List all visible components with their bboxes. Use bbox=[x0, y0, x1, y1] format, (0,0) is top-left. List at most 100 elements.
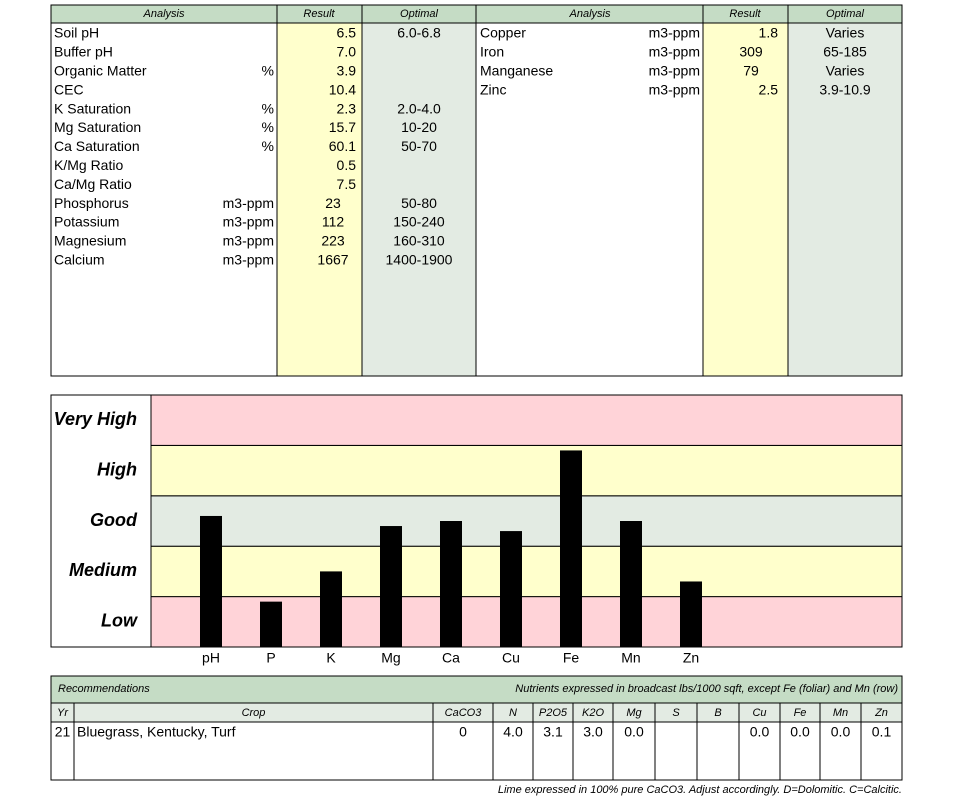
analysis-name: Zinc bbox=[480, 81, 506, 97]
result: 7.5 bbox=[337, 176, 357, 192]
unit: % bbox=[262, 138, 274, 154]
rec-cell: 0.1 bbox=[872, 724, 892, 740]
footer: Lime expressed in 100% pure CaCO3. Adjus… bbox=[498, 784, 902, 796]
rec-header: Yr bbox=[57, 707, 69, 719]
column-header: Optimal bbox=[826, 8, 864, 20]
level-band bbox=[150, 495, 903, 547]
level-band bbox=[150, 394, 903, 446]
level-label: Good bbox=[90, 510, 138, 530]
rec-header: Crop bbox=[242, 707, 266, 719]
analysis-name: Organic Matter bbox=[54, 63, 147, 79]
optimal-col-bg bbox=[362, 23, 476, 376]
result-col-bg bbox=[703, 23, 788, 376]
column-header: Result bbox=[303, 8, 335, 20]
result: 0.5 bbox=[337, 157, 357, 173]
rec-header: Cu bbox=[752, 707, 766, 719]
optimal-col-bg bbox=[788, 23, 902, 376]
rec-cell: 3.0 bbox=[583, 724, 603, 740]
result: 1.8 bbox=[759, 25, 779, 41]
optimal: 50-80 bbox=[401, 195, 437, 211]
x-tick-label: P bbox=[266, 650, 275, 666]
unit: m3-ppm bbox=[223, 195, 274, 211]
result: 6.5 bbox=[337, 25, 357, 41]
rec-header: K2O bbox=[582, 707, 604, 719]
rec-note: Nutrients expressed in broadcast lbs/100… bbox=[515, 683, 898, 695]
rec-header: CaCO3 bbox=[445, 707, 483, 719]
analysis-name: Phosphorus bbox=[54, 195, 129, 211]
analysis-name: K Saturation bbox=[54, 100, 131, 116]
rec-header: Mn bbox=[833, 707, 848, 719]
optimal: 3.9-10.9 bbox=[819, 81, 871, 97]
analysis-name: K/Mg Ratio bbox=[54, 157, 123, 173]
result: 1667 bbox=[317, 252, 348, 268]
rec-cell: 0.0 bbox=[790, 724, 810, 740]
result: 223 bbox=[321, 233, 345, 249]
result: 3.9 bbox=[337, 63, 357, 79]
analysis-name: Ca/Mg Ratio bbox=[54, 176, 132, 192]
x-tick-label: Zn bbox=[683, 650, 699, 666]
analysis-name: Soil pH bbox=[54, 25, 99, 41]
result: 10.4 bbox=[329, 81, 356, 97]
level-label: Low bbox=[101, 611, 138, 631]
optimal: 150-240 bbox=[393, 214, 445, 230]
optimal: Varies bbox=[826, 25, 865, 41]
result: 15.7 bbox=[329, 119, 356, 135]
optimal: 160-310 bbox=[393, 233, 445, 249]
bar bbox=[440, 521, 462, 647]
result-col-bg bbox=[277, 23, 362, 376]
unit: m3-ppm bbox=[223, 233, 274, 249]
analysis-name: Buffer pH bbox=[54, 44, 113, 60]
bar bbox=[320, 571, 342, 647]
x-tick-label: Cu bbox=[502, 650, 520, 666]
rec-border bbox=[50, 675, 903, 781]
unit: % bbox=[262, 119, 274, 135]
result: 7.0 bbox=[337, 44, 357, 60]
optimal: 65-185 bbox=[823, 44, 867, 60]
rec-cell: 21 bbox=[55, 724, 71, 740]
analysis-name: Ca Saturation bbox=[54, 138, 140, 154]
bar bbox=[620, 521, 642, 647]
analysis-name: Iron bbox=[480, 44, 504, 60]
rec-cell: 3.1 bbox=[543, 724, 563, 740]
unit: % bbox=[262, 63, 274, 79]
optimal: 10-20 bbox=[401, 119, 437, 135]
optimal: 50-70 bbox=[401, 138, 437, 154]
unit: m3-ppm bbox=[223, 214, 274, 230]
level-label: Medium bbox=[69, 560, 137, 580]
x-tick-label: Mn bbox=[621, 650, 640, 666]
analysis-name: Calcium bbox=[54, 252, 105, 268]
result: 2.3 bbox=[337, 100, 357, 116]
bar bbox=[560, 450, 582, 647]
rec-cell: Bluegrass, Kentucky, Turf bbox=[77, 724, 236, 740]
rec-cell: 0.0 bbox=[624, 724, 644, 740]
result: 23 bbox=[325, 195, 341, 211]
optimal: Varies bbox=[826, 63, 865, 79]
analysis-name: Manganese bbox=[480, 63, 553, 79]
chart-border bbox=[50, 394, 903, 648]
rec-header-bg bbox=[51, 703, 902, 722]
result: 112 bbox=[322, 214, 345, 230]
optimal: 6.0-6.8 bbox=[397, 25, 441, 41]
table-lines bbox=[51, 5, 902, 376]
unit: m3-ppm bbox=[649, 81, 700, 97]
x-tick-label: pH bbox=[202, 650, 220, 666]
x-tick-label: K bbox=[326, 650, 336, 666]
rec-title-bg bbox=[51, 676, 902, 703]
x-tick-label: Ca bbox=[442, 650, 460, 666]
rec-header: P2O5 bbox=[539, 707, 568, 719]
unit: m3-ppm bbox=[649, 25, 700, 41]
rec-cell: 0.0 bbox=[831, 724, 851, 740]
rec-cell: 4.0 bbox=[503, 724, 523, 740]
analysis-name: Mg Saturation bbox=[54, 119, 141, 135]
rec-cell: 0.0 bbox=[750, 724, 770, 740]
optimal: 1400-1900 bbox=[386, 252, 453, 268]
result: 79 bbox=[743, 63, 759, 79]
analysis-name: Magnesium bbox=[54, 233, 126, 249]
level-label: High bbox=[97, 459, 137, 479]
bar bbox=[380, 526, 402, 647]
level-band bbox=[150, 545, 903, 598]
rec-header: N bbox=[509, 707, 517, 719]
analysis-name: Potassium bbox=[54, 214, 119, 230]
rec-cell: 0 bbox=[459, 724, 467, 740]
